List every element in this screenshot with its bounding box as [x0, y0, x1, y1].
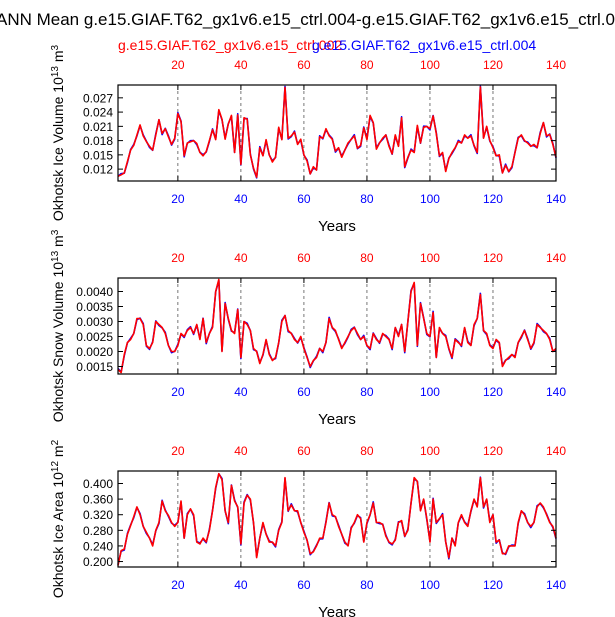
y-axis-label-part: 3 [50, 229, 61, 235]
y-axis-label: Okhotsk Ice Area 1012 m2 [50, 439, 67, 598]
x-tick-label: 40 [234, 578, 248, 592]
y-axis-label-part: 13 [50, 66, 61, 78]
x-tick-label-top: 40 [234, 58, 248, 72]
figure-title: ANN Mean g.e15.GIAF.T62_gx1v6.e15_ctrl.0… [0, 10, 615, 29]
series-line-ctrl-004 [117, 279, 557, 373]
y-axis-label-part: m [50, 235, 66, 251]
x-tick-label: 100 [420, 385, 440, 399]
y-tick-label: 0.015 [83, 148, 113, 162]
x-tick-label: 120 [483, 385, 503, 399]
y-tick-label: 0.0035 [76, 300, 113, 314]
legend-red-label: g.e15.GIAF.T62_gx1v6.e15_ctrl.002 [118, 37, 342, 53]
y-tick-label: 0.320 [83, 508, 113, 522]
y-tick-label: 0.0015 [76, 360, 113, 374]
x-tick-label-top: 20 [171, 444, 185, 458]
x-tick-label: 80 [360, 385, 374, 399]
y-tick-label: 0.400 [83, 477, 113, 491]
y-tick-label: 0.012 [83, 163, 113, 177]
x-tick-label: 140 [546, 385, 566, 399]
series-line-ctrl-004 [117, 85, 557, 179]
legend-blue-label: g.e15.GIAF.T62_gx1v6.e15_ctrl.004 [312, 37, 536, 53]
x-axis-label: Years [318, 604, 356, 617]
series-line-ctrl-002 [117, 472, 557, 566]
y-tick-label: 0.280 [83, 524, 113, 538]
x-tick-label-top: 80 [360, 251, 374, 265]
x-axis-label: Years [318, 218, 356, 235]
y-tick-label: 0.024 [83, 106, 113, 120]
x-tick-label-top: 20 [171, 58, 185, 72]
x-tick-label-top: 40 [234, 444, 248, 458]
x-tick-label-top: 60 [297, 444, 311, 458]
x-tick-label-top: 100 [420, 58, 440, 72]
x-tick-label: 120 [483, 578, 503, 592]
x-tick-label: 140 [546, 192, 566, 206]
x-tick-label: 100 [420, 192, 440, 206]
x-tick-label-top: 80 [360, 58, 374, 72]
y-axis-label-part: 13 [50, 250, 61, 262]
x-tick-label: 80 [360, 578, 374, 592]
x-tick-label: 60 [297, 385, 311, 399]
y-axis-label-part: 12 [50, 461, 61, 473]
x-tick-label-top: 100 [420, 251, 440, 265]
y-axis-label-part: Okhotsk Ice Area 10 [50, 472, 66, 598]
x-tick-label: 120 [483, 192, 503, 206]
y-tick-label: 0.0025 [76, 330, 113, 344]
x-axis-label: Years [318, 411, 356, 428]
y-axis-label-part: 2 [50, 439, 61, 445]
plot-frame [117, 277, 557, 375]
y-axis-label-part: Okhotsk Ice Volume 10 [50, 77, 66, 221]
x-tick-label-top: 60 [297, 251, 311, 265]
x-tick-label: 40 [234, 385, 248, 399]
y-axis-label: Okhotsk Snow Volume 1013 m3 [50, 229, 67, 422]
x-tick-label-top: 120 [483, 251, 503, 265]
x-tick-label-top: 140 [546, 58, 566, 72]
x-tick-label: 100 [420, 578, 440, 592]
series-line-ctrl-002 [117, 86, 557, 178]
x-tick-label: 40 [234, 192, 248, 206]
y-axis-label-part: m [50, 50, 66, 66]
x-tick-label: 60 [297, 192, 311, 206]
y-tick-label: 0.021 [83, 120, 113, 134]
y-axis-label: Okhotsk Ice Volume 1013 m3 [50, 44, 67, 221]
series-line-ctrl-002 [117, 278, 557, 374]
y-tick-label: 0.0020 [76, 345, 113, 359]
x-tick-label-top: 100 [420, 444, 440, 458]
y-tick-label: 0.027 [83, 91, 113, 105]
plot-frame [117, 84, 557, 182]
x-tick-label-top: 40 [234, 251, 248, 265]
y-tick-label: 0.0030 [76, 315, 113, 329]
x-tick-label: 20 [171, 385, 185, 399]
x-tick-label-top: 20 [171, 251, 185, 265]
y-tick-label: 0.200 [83, 555, 113, 569]
y-axis-label-part: Okhotsk Snow Volume 10 [50, 262, 66, 423]
x-tick-label-top: 60 [297, 58, 311, 72]
x-tick-label: 20 [171, 578, 185, 592]
x-tick-label-top: 120 [483, 58, 503, 72]
plot-frame [117, 470, 557, 568]
x-tick-label: 20 [171, 192, 185, 206]
y-axis-label-part: m [50, 445, 66, 461]
x-tick-label-top: 140 [546, 444, 566, 458]
y-tick-label: 0.018 [83, 134, 113, 148]
y-tick-label: 0.0040 [76, 285, 113, 299]
x-tick-label-top: 120 [483, 444, 503, 458]
x-tick-label-top: 140 [546, 251, 566, 265]
x-tick-label: 80 [360, 192, 374, 206]
y-tick-label: 0.360 [83, 493, 113, 507]
y-axis-label-part: 3 [50, 44, 61, 50]
y-tick-label: 0.240 [83, 539, 113, 553]
x-tick-label: 60 [297, 578, 311, 592]
x-tick-label-top: 80 [360, 444, 374, 458]
x-tick-label: 140 [546, 578, 566, 592]
